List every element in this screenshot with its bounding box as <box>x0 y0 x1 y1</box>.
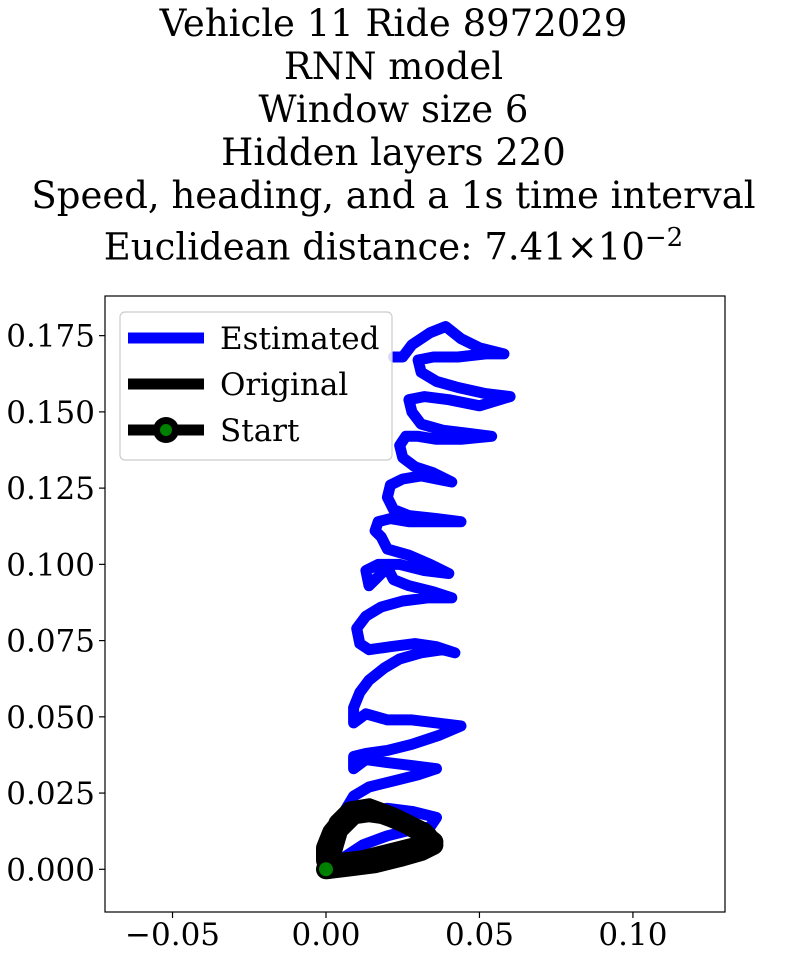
y-tick-label: 0.125 <box>6 471 95 507</box>
title-line-features: Speed, heading, and a 1s time interval <box>31 174 756 217</box>
title-line-model: RNN model <box>283 45 504 88</box>
title-line-window: Window size 6 <box>258 88 529 131</box>
chart-title: Vehicle 11 Ride 8972029 RNN model Window… <box>0 2 787 268</box>
series-layer <box>316 321 516 880</box>
legend: Estimated Original Start <box>119 311 393 461</box>
legend-start-label: Start <box>220 413 300 449</box>
y-tick-label: 0.025 <box>6 776 95 812</box>
plot-frame <box>104 295 726 913</box>
metric-mantissa: 7.41 <box>484 225 567 269</box>
start-point-marker <box>318 862 333 877</box>
title-line-metric: Euclidean distance: 7.41×10−2 <box>0 217 787 268</box>
series-estimated-line <box>320 321 516 875</box>
legend-estimated-label: Estimated <box>220 321 379 357</box>
x-tick-label: 0.10 <box>598 917 667 953</box>
series-original-line <box>316 798 444 880</box>
title-line-hidden-layers: Hidden layers 220 <box>221 131 566 174</box>
metric-times: × <box>566 225 598 269</box>
legend-original-label: Original <box>220 367 348 403</box>
y-tick-label: 0.175 <box>6 319 95 355</box>
x-tick-label: 0.00 <box>291 917 360 953</box>
y-tick-label: 0.075 <box>6 624 95 660</box>
y-axis: 0.000 0.025 0.050 0.075 0.100 0.125 0.150 0.175 <box>6 319 105 888</box>
metric-base: 10 <box>597 225 645 269</box>
y-tick-label: 0.050 <box>6 700 95 736</box>
legend-frame <box>119 311 393 461</box>
y-tick-label: 0.000 <box>6 852 95 888</box>
x-tick-label: 0.05 <box>445 917 514 953</box>
x-tick-label: −0.05 <box>125 917 220 953</box>
metric-exponent: −2 <box>644 223 684 253</box>
y-tick-label: 0.150 <box>6 395 95 431</box>
title-line-vehicle: Vehicle 11 Ride 8972029 <box>159 2 628 45</box>
y-tick-label: 0.100 <box>6 547 95 583</box>
legend-start-marker-dot <box>160 424 172 436</box>
x-axis: −0.05 0.00 0.05 0.10 <box>125 912 667 953</box>
metric-prefix: Euclidean distance: <box>103 225 485 269</box>
